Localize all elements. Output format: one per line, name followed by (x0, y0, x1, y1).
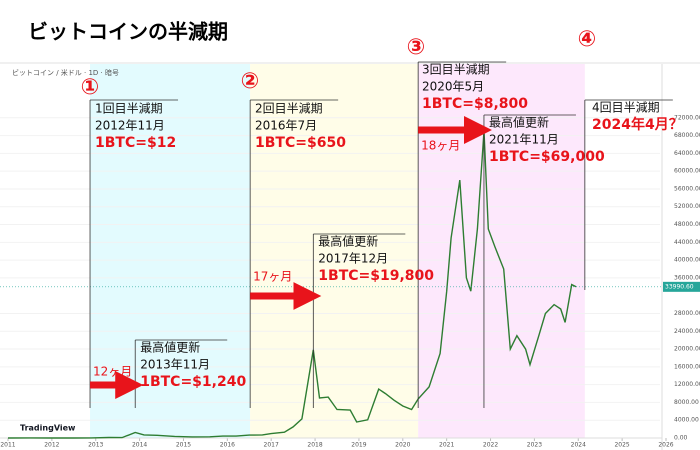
x-tick-label: 2019 (351, 442, 366, 449)
x-tick-label: 2018 (307, 442, 322, 449)
y-tick-label: 36000.00 (674, 274, 700, 281)
chart-title: ビットコインの半減期 (28, 20, 228, 44)
y-tick-label: 28000.00 (674, 310, 700, 317)
y-tick-label: 8000.00 (674, 399, 699, 406)
price-note: 1BTC=$69,000 (489, 149, 605, 165)
high-note: 最高値更新 (489, 115, 549, 130)
x-tick-label: 2023 (527, 442, 542, 449)
y-tick-label: 72000.00 (674, 114, 700, 121)
y-tick-label: 16000.00 (674, 363, 700, 370)
brand: TradingView (20, 424, 76, 433)
x-tick-label: 2012 (44, 442, 59, 449)
x-tick-label: 2015 (176, 442, 191, 449)
price-note: 1BTC=$650 (255, 135, 346, 151)
y-tick-label: 48000.00 (674, 221, 700, 228)
y-tick-label: 40000.00 (674, 257, 700, 264)
y-tick-label: 56000.00 (674, 185, 700, 192)
price-note: 2024年4月？ (592, 116, 683, 133)
current-price-box (663, 281, 700, 292)
lag-label: 12ヶ月 (93, 365, 132, 379)
y-tick-label: 24000.00 (674, 328, 700, 335)
y-tick-label: 44000.00 (674, 239, 700, 246)
x-tick-label: 2022 (483, 442, 498, 449)
y-tick-label: 12000.00 (674, 381, 700, 388)
y-tick-label: 68000.00 (674, 132, 700, 139)
x-tick-label: 2025 (614, 442, 629, 449)
halving-marker: ② (241, 69, 260, 94)
halving-note: 3回目半減期 (422, 62, 490, 77)
halving-marker: ① (81, 75, 100, 100)
x-tick-label: 2016 (220, 442, 235, 449)
halving-marker: ④ (578, 27, 597, 52)
x-tick-label: 2021 (439, 442, 454, 449)
current-price-label: 33990.60 (665, 283, 694, 290)
y-tick-label: 60000.00 (674, 168, 700, 175)
price-note: 1BTC=$12 (95, 135, 176, 151)
lag-label: 17ヶ月 (253, 270, 292, 284)
x-tick-label: 2014 (132, 442, 147, 449)
y-tick-label: 4000.00 (674, 417, 699, 424)
x-tick-label: 2024 (571, 442, 586, 449)
x-tick-label: 2017 (264, 442, 279, 449)
x-tick-label: 2011 (0, 442, 15, 449)
high-note: 2017年12月 (318, 252, 388, 266)
price-note: 1BTC=$19,800 (318, 268, 434, 284)
halving-note: 4回目半減期 (592, 100, 660, 115)
y-tick-label: 52000.00 (674, 203, 700, 210)
halving-note: 2回目半減期 (255, 101, 323, 116)
price-note: 1BTC=$8,800 (422, 96, 528, 112)
halving-note: 2020年5月 (422, 80, 484, 94)
halving-note: 2016年7月 (255, 119, 317, 133)
x-tick-label: 2026 (658, 442, 673, 449)
lag-label: 18ヶ月 (421, 139, 460, 153)
symbol: ビットコイン / 米ドル · 1D · 暗号 (12, 68, 119, 77)
x-tick-label: 2013 (88, 442, 103, 449)
y-tick-label: 0.00 (674, 435, 688, 442)
halving-note: 2012年11月 (95, 119, 165, 133)
halving-region (418, 64, 585, 438)
halving-region (250, 64, 419, 438)
price-note: 1BTC=$1,240 (140, 374, 246, 390)
halving-note: 1回目半減期 (95, 101, 163, 116)
y-tick-label: 64000.00 (674, 150, 700, 157)
high-note: 2021年11月 (489, 133, 559, 147)
high-note: 最高値更新 (318, 234, 378, 249)
y-tick-label: 20000.00 (674, 346, 700, 353)
halving-marker: ③ (407, 35, 426, 60)
x-tick-label: 2020 (395, 442, 410, 449)
high-note: 最高値更新 (140, 340, 200, 355)
high-note: 2013年11月 (140, 358, 210, 372)
price-line (7, 131, 577, 439)
